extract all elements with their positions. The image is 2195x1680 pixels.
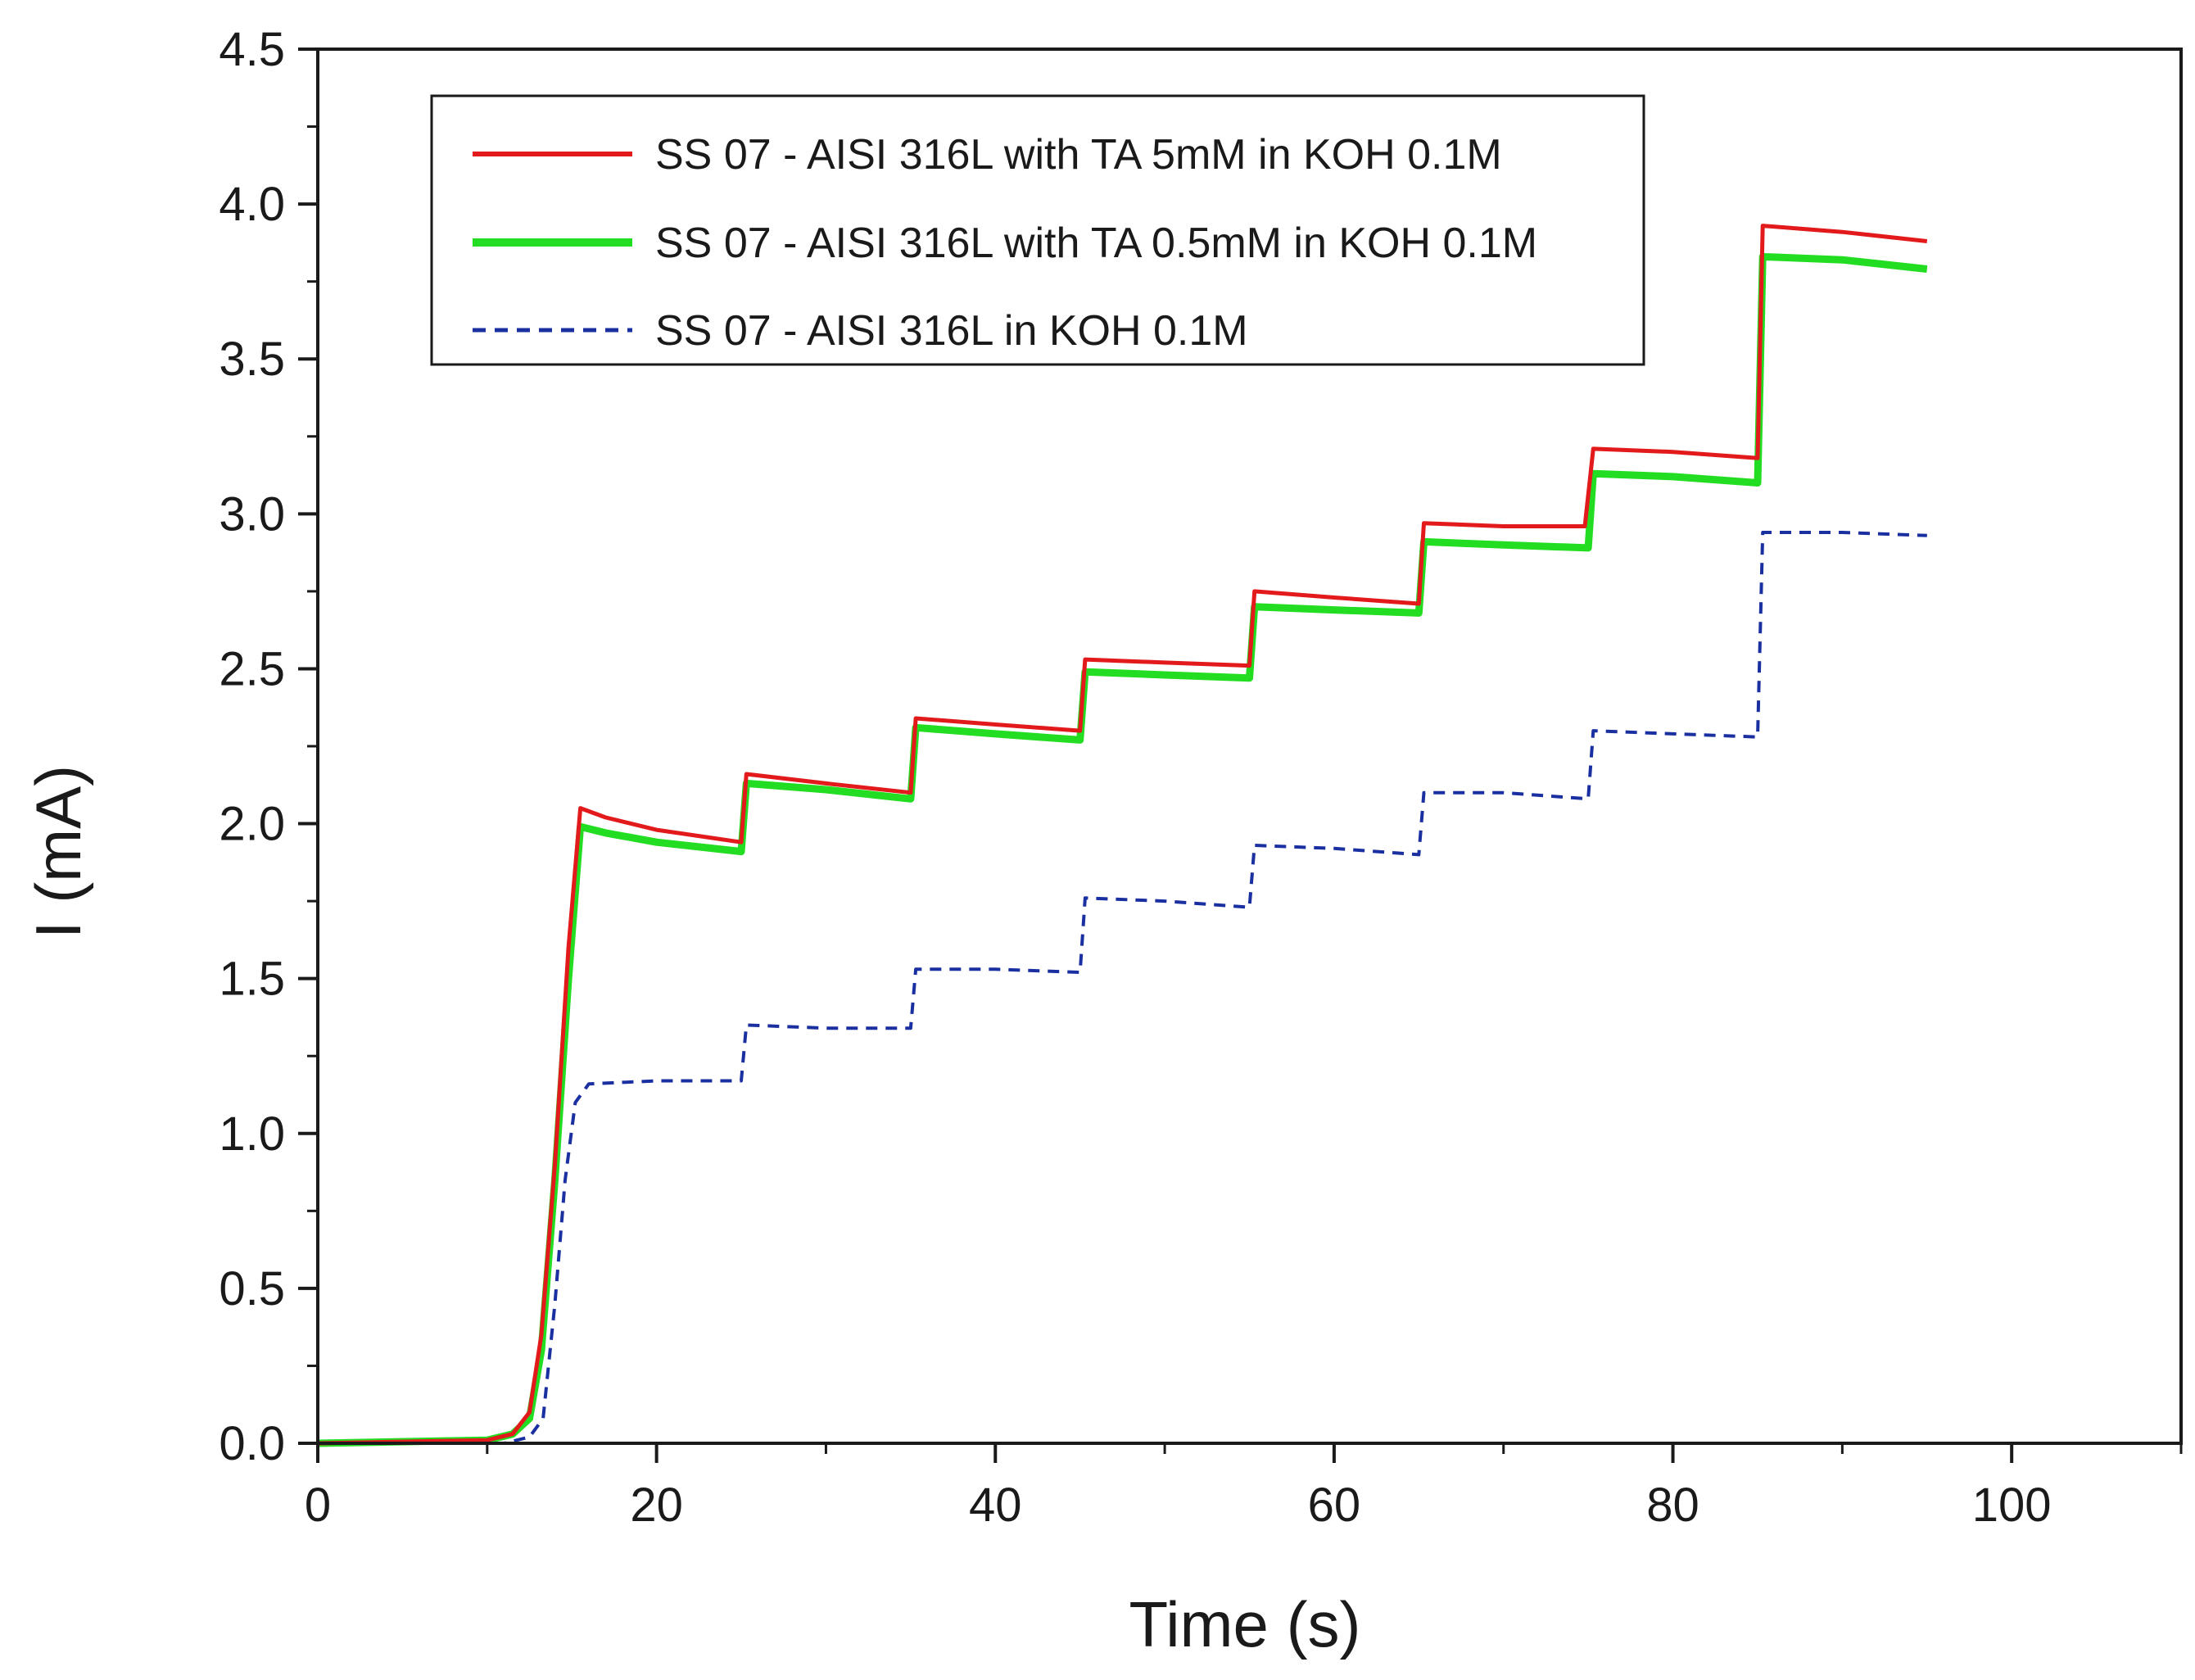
y-tick-label: 1.5: [219, 953, 285, 1006]
y-tick-label: 2.0: [219, 798, 285, 851]
y-tick-label: 4.0: [219, 178, 285, 231]
x-tick-label: 20: [630, 1478, 683, 1532]
x-tick-label: 80: [1646, 1478, 1699, 1532]
series-line-3: [318, 531, 1927, 1445]
y-tick-label: 0.0: [219, 1417, 285, 1470]
legend-label-2: SS 07 - AISI 316L with TA 0.5mM in KOH 0…: [655, 220, 1537, 267]
y-tick-label: 1.0: [219, 1107, 285, 1161]
y-tick-label: 4.5: [219, 23, 285, 76]
x-axis-title: Time (s): [1129, 1588, 1360, 1660]
series-line-1: [317, 224, 1928, 1446]
y-tick-label: 3.0: [219, 487, 285, 541]
x-tick-label: 40: [969, 1478, 1022, 1532]
x-tick-label: 100: [1972, 1478, 2052, 1532]
legend-label-3: SS 07 - AISI 316L in KOH 0.1M: [655, 307, 1248, 355]
legend-box: [430, 94, 1645, 366]
y-tick-label: 3.5: [219, 333, 285, 386]
y-axis-title: I (mA): [22, 765, 94, 939]
y-tick-label: 2.5: [219, 642, 285, 695]
x-tick-label: 60: [1308, 1478, 1361, 1532]
x-tick-label: 0: [305, 1478, 331, 1532]
series-layer: [317, 224, 1928, 1447]
legend-label-1: SS 07 - AISI 316L with TA 5mM in KOH 0.1…: [655, 131, 1502, 179]
y-axis-ticks: 0.0 0.5 1.0 1.5 2.0 2.5 3.0 3.5 4.0 4.5: [219, 23, 318, 1470]
y-tick-label: 0.5: [219, 1262, 285, 1315]
x-axis-ticks: 0 20 40 60 80 100: [305, 1443, 2183, 1532]
legend: SS 07 - AISI 316L with TA 5mM in KOH 0.1…: [430, 94, 1645, 366]
